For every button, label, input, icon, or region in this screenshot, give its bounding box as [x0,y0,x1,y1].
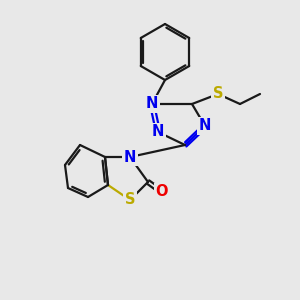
Text: N: N [152,124,164,140]
Text: O: O [156,184,168,200]
Text: N: N [146,97,158,112]
Text: S: S [213,86,223,101]
Text: N: N [199,118,211,134]
Text: N: N [124,149,136,164]
Text: S: S [125,193,135,208]
